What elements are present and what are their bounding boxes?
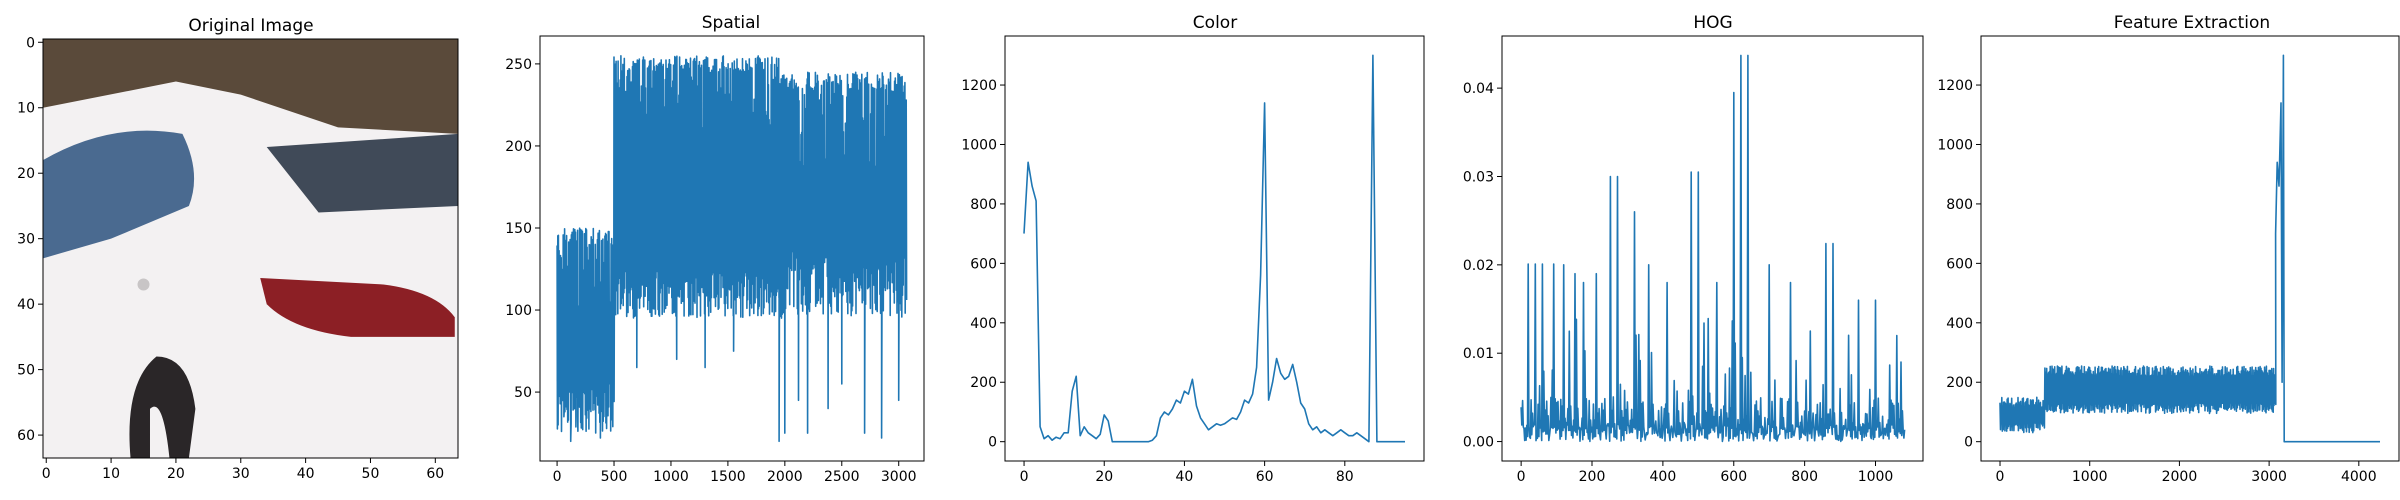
x-tick-label: 20 — [167, 466, 185, 482]
x-tick-label: 60 — [1256, 469, 1274, 485]
y-tick-label: 1200 — [1937, 78, 1973, 94]
spatial-series-line — [556, 55, 908, 443]
panel-feature-extraction: Feature Extraction 0 1000 2000 3000 4000 0 200… — [1937, 13, 2400, 485]
x-tick-label: 600 — [1720, 469, 1747, 485]
x-tick-label: 1000 — [653, 469, 689, 485]
y-tick-label: 150 — [505, 221, 532, 237]
taillight — [260, 277, 455, 337]
x-tick-label: 0 — [1996, 469, 2005, 485]
y-tick-label: 0.02 — [1463, 258, 1494, 274]
panel-title: Color — [1193, 13, 1237, 33]
y-tick-label: 50 — [17, 363, 35, 379]
y-tick-label: 40 — [17, 297, 35, 313]
panel-title: Original Image — [188, 16, 313, 36]
panel-title: HOG — [1693, 13, 1732, 33]
x-tick-label: 1000 — [1858, 469, 1894, 485]
right-window — [266, 133, 458, 213]
background-trees — [43, 39, 458, 134]
y-tick-label: 0 — [988, 435, 997, 451]
y-tick-label: 400 — [1946, 316, 1973, 332]
x-tick-label: 20 — [1095, 469, 1113, 485]
y-tick-label: 1000 — [961, 137, 997, 153]
x-tick-label: 800 — [1791, 469, 1818, 485]
x-tick-label: 0 — [42, 466, 51, 482]
panel-hog: HOG 0 200 400 600 800 1000 0.00 0.01 0.02 0.03 0.0… — [1463, 13, 1924, 485]
x-tick-label: 1500 — [710, 469, 746, 485]
y-tick-label: 250 — [505, 57, 532, 73]
y-tick-label: 0.01 — [1463, 346, 1494, 362]
y-tick-label: 800 — [1946, 197, 1973, 213]
y-tick-label: 60 — [17, 428, 35, 444]
panel-spatial: Spatial 0 500 1000 1500 2000 2500 3000 50 100 150… — [505, 13, 925, 485]
x-tick-label: 40 — [1176, 469, 1194, 485]
plot-frame — [42, 38, 459, 459]
x-tick-label: 10 — [102, 466, 120, 482]
x-tick-label: 0 — [1517, 469, 1526, 485]
panel-title: Spatial — [702, 13, 761, 33]
y-tick-label: 200 — [1946, 375, 1973, 391]
x-tick-label: 50 — [362, 466, 380, 482]
y-tick-label: 30 — [17, 232, 35, 248]
y-tick-label: 0.03 — [1463, 169, 1494, 185]
y-tick-label: 100 — [505, 303, 532, 319]
y-tick-label: 200 — [505, 139, 532, 155]
panel-original-image: Original Image 0 10 20 30 40 50 60 0 10 20 30 40 50 6… — [17, 16, 459, 482]
x-tick-label: 500 — [601, 469, 628, 485]
y-tick-label: 600 — [1946, 256, 1973, 272]
x-tick-label: 60 — [426, 466, 444, 482]
x-tick-label: 2000 — [2162, 469, 2198, 485]
y-tick-label: 50 — [514, 385, 532, 401]
y-tick-label: 10 — [17, 101, 35, 117]
y-tick-label: 0 — [26, 35, 35, 51]
y-tick-label: 0.04 — [1463, 81, 1494, 97]
x-tick-label: 0 — [553, 469, 562, 485]
y-tick-label: 0.00 — [1463, 435, 1494, 451]
plot-frame — [1004, 35, 1425, 462]
y-tick-label: 1000 — [1937, 137, 1973, 153]
y-tick-label: 400 — [970, 316, 997, 332]
feature-extraction-series-line — [1999, 54, 2380, 443]
x-tick-label: 4000 — [2341, 469, 2377, 485]
x-tick-label: 30 — [232, 466, 250, 482]
plot-frame — [1980, 35, 2400, 462]
x-tick-label: 200 — [1579, 469, 1606, 485]
y-tick-label: 600 — [970, 256, 997, 272]
panel-title: Feature Extraction — [2114, 13, 2270, 33]
fuel-cap — [137, 278, 150, 291]
x-tick-label: 0 — [1020, 469, 1029, 485]
tire — [129, 356, 196, 458]
hog-series-line — [1520, 54, 1906, 443]
y-tick-label: 200 — [970, 375, 997, 391]
plot-frame — [539, 35, 925, 462]
y-tick-label: 20 — [17, 166, 35, 182]
color-series-line — [1023, 54, 1405, 443]
x-tick-label: 3000 — [2251, 469, 2287, 485]
left-window — [43, 130, 195, 259]
y-tick-label: 800 — [970, 197, 997, 213]
x-tick-label: 400 — [1650, 469, 1677, 485]
y-tick-label: 1200 — [961, 78, 997, 94]
x-tick-label: 2000 — [767, 469, 803, 485]
original-image-pixels — [43, 39, 458, 458]
y-tick-label: 0 — [1964, 435, 1973, 451]
x-tick-label: 1000 — [2072, 469, 2108, 485]
x-tick-label: 3000 — [881, 469, 917, 485]
x-tick-label: 2500 — [824, 469, 860, 485]
x-tick-label: 40 — [297, 466, 315, 482]
plot-frame — [1501, 35, 1924, 462]
x-tick-label: 80 — [1336, 469, 1354, 485]
